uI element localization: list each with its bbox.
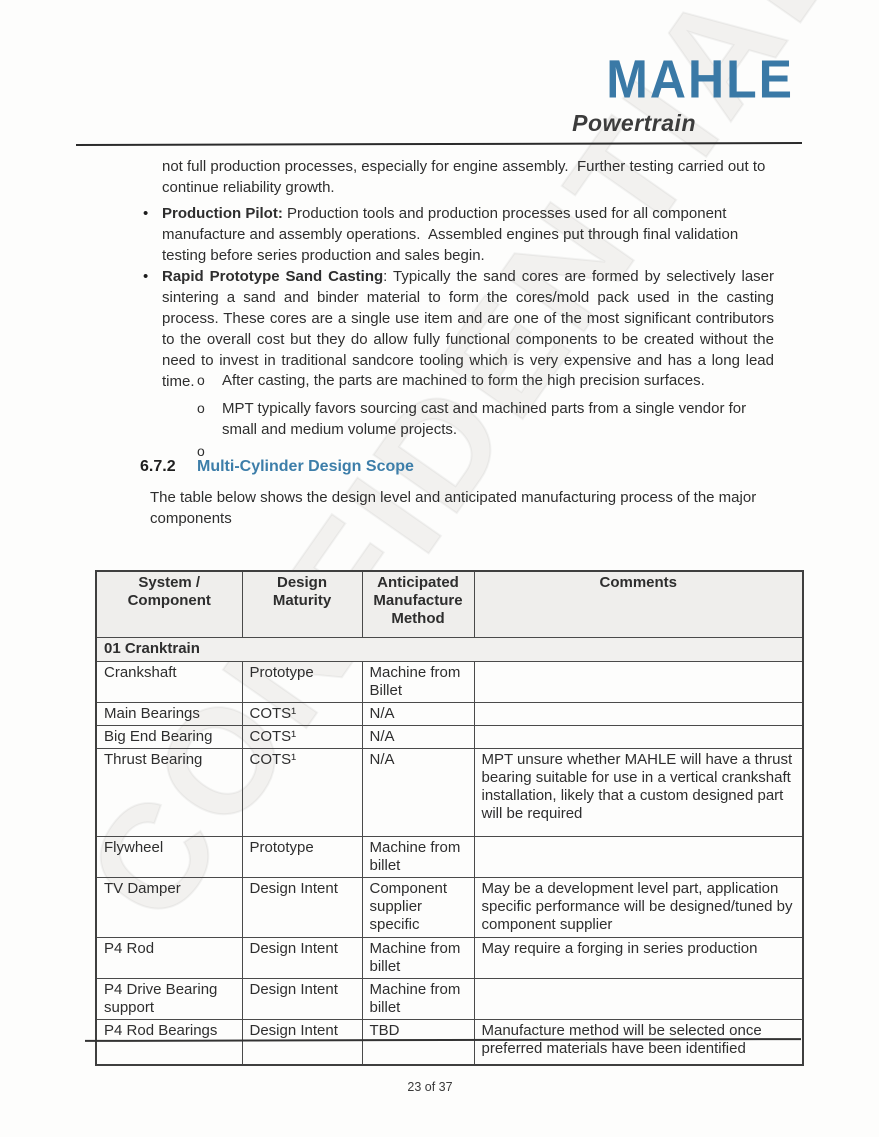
cell-method: Machine from billet (361, 936, 475, 979)
cell-maturity: COTS¹ (241, 747, 363, 837)
cell-maturity: Design Intent (241, 1018, 363, 1066)
cell-method: Machine from Billet (361, 660, 475, 703)
cell-maturity: Prototype (241, 835, 363, 878)
header-manufacture-method: Anticipated Manufacture Method (361, 570, 475, 638)
cell-component: P4 Rod (95, 936, 243, 979)
circle-bullet-icon: o (197, 443, 205, 459)
table-row: Big End Bearing COTS¹ N/A (95, 724, 804, 749)
page-number: 23 of 37 (407, 1080, 453, 1094)
cell-component: P4 Rod Bearings (95, 1018, 243, 1066)
cell-component: Flywheel (95, 835, 243, 878)
powertrain-wordmark: Powertrain (572, 110, 696, 136)
section-title: Multi-Cylinder Design Scope (197, 458, 414, 475)
cell-maturity: Design Intent (241, 977, 363, 1020)
cell-comments: Manufacture method will be selected once… (473, 1018, 804, 1066)
cell-comments: May be a development level part, applica… (473, 876, 804, 938)
cell-method: N/A (361, 724, 475, 749)
cell-component: Big End Bearing (95, 724, 243, 749)
header-design-maturity: Design Maturity (241, 570, 363, 638)
design-scope-table: System / Component Design Maturity Antic… (95, 570, 804, 1066)
cell-component: Main Bearings (95, 701, 243, 726)
table-row: Thrust Bearing COTS¹ N/A MPT unsure whet… (95, 747, 804, 837)
cell-maturity: Prototype (241, 660, 363, 703)
table-section-row: 01 Cranktrain (95, 636, 804, 662)
cell-comments (473, 835, 804, 878)
table-row: TV Damper Design Intent Component suppli… (95, 876, 804, 938)
bullet-icon: • (143, 205, 149, 222)
sub-bullet-mpt-sourcing: MPT typically favors sourcing cast and m… (222, 400, 751, 438)
bullet-production-pilot: Production Pilot: Production tools and p… (162, 203, 766, 266)
cell-component: TV Damper (95, 876, 243, 938)
cell-method: TBD (361, 1018, 475, 1066)
header-divider (75, 142, 803, 146)
cell-component: Crankshaft (95, 660, 243, 703)
table-row: P4 Rod Bearings Design Intent TBD Manufa… (95, 1018, 804, 1066)
cell-comments (473, 977, 804, 1020)
table-header-row: System / Component Design Maturity Antic… (95, 570, 804, 638)
bullet-icon: • (143, 268, 149, 285)
table-row: Crankshaft Prototype Machine from Billet (95, 660, 804, 703)
bullet-label: Production Pilot: (162, 205, 283, 222)
circle-bullet-icon: o (197, 372, 205, 388)
sub-bullet-after-casting: After casting, the parts are machined to… (222, 372, 705, 389)
table-row: P4 Drive Bearing support Design Intent M… (95, 977, 804, 1020)
table-row: Main Bearings COTS¹ N/A (95, 701, 804, 726)
bullet-rapid-prototype: Rapid Prototype Sand Casting: Typically … (162, 266, 774, 392)
intro-paragraph: not full production processes, especiall… (162, 158, 770, 196)
circle-bullet-icon: o (197, 400, 205, 416)
cell-method: Component supplier specific (361, 876, 475, 938)
table-intro-paragraph: The table below shows the design level a… (150, 489, 761, 527)
section-heading: 6.7.2 Multi-Cylinder Design Scope (140, 458, 414, 476)
table-row: Flywheel Prototype Machine from billet (95, 835, 804, 878)
cell-method: N/A (361, 747, 475, 837)
header-comments: Comments (473, 570, 804, 638)
section-number: 6.7.2 (140, 458, 176, 475)
cell-comments: May require a forging in series producti… (473, 936, 804, 979)
cell-component: Thrust Bearing (95, 747, 243, 837)
cell-maturity: Design Intent (241, 876, 363, 938)
cell-comments (473, 724, 804, 749)
bullet-label: Rapid Prototype Sand Casting (162, 268, 384, 285)
table-row: P4 Rod Design Intent Machine from billet… (95, 936, 804, 979)
cell-comments: MPT unsure whether MAHLE will have a thr… (473, 747, 804, 837)
bullet-body: Production tools and production processe… (162, 205, 743, 264)
cell-method: Machine from billet (361, 977, 475, 1020)
section-cranktrain: 01 Cranktrain (95, 636, 804, 662)
cell-maturity: COTS¹ (241, 701, 363, 726)
mahle-logo: MAHLE (606, 49, 794, 110)
cell-method: N/A (361, 701, 475, 726)
cell-method: Machine from billet (361, 835, 475, 878)
bullet-body: : Typically the sand cores are formed by… (162, 268, 774, 390)
cell-component: P4 Drive Bearing support (95, 977, 243, 1020)
cell-maturity: Design Intent (241, 936, 363, 979)
header-system-component: System / Component (95, 570, 243, 638)
cell-comments (473, 660, 804, 703)
cell-comments (473, 701, 804, 726)
cell-maturity: COTS¹ (241, 724, 363, 749)
